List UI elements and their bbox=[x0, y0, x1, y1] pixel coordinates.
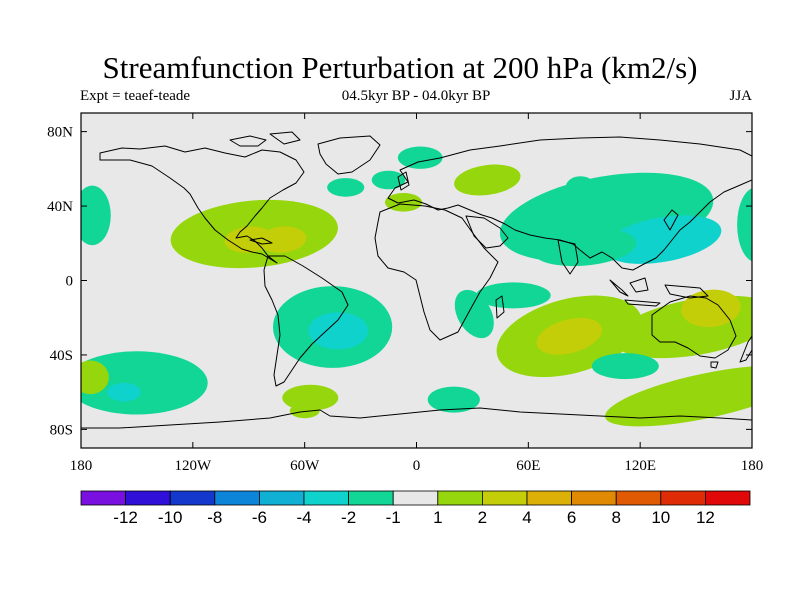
colorbar-label: 1 bbox=[433, 508, 442, 527]
colorbar-label: -4 bbox=[296, 508, 311, 527]
colorbar-label: 6 bbox=[567, 508, 576, 527]
colorbar-label: -2 bbox=[341, 508, 356, 527]
x-tick-label: 60E bbox=[516, 458, 540, 474]
anomaly-field bbox=[81, 146, 752, 427]
anomaly-region-21 bbox=[605, 365, 752, 427]
colorbar-label: 2 bbox=[478, 508, 487, 527]
anomaly-region-28 bbox=[565, 176, 596, 199]
colorbar-swatch-9 bbox=[481, 490, 528, 506]
anomaly-region-4 bbox=[81, 185, 111, 246]
anomaly-region-15 bbox=[476, 282, 551, 309]
anomaly-region-1 bbox=[603, 215, 722, 264]
colorbar-label: 4 bbox=[522, 508, 531, 527]
left-subtitle: Expt = teaef-teade bbox=[80, 88, 191, 104]
anomaly-region-26 bbox=[427, 386, 480, 413]
anomaly-region-17 bbox=[536, 317, 602, 355]
center-subtitle: 04.5kyr BP - 04.0kyr BP bbox=[341, 88, 491, 104]
right-subtitle: JJA bbox=[729, 88, 752, 104]
x-tick-label: 60W bbox=[290, 458, 320, 474]
anomaly-region-27 bbox=[327, 178, 365, 197]
x-tick-label: 0 bbox=[413, 458, 421, 474]
x-tick-label: 180 bbox=[70, 458, 93, 474]
colorbar-label: -10 bbox=[158, 508, 183, 527]
colorbar-swatch-8 bbox=[437, 490, 483, 506]
colorbar-swatch-1 bbox=[125, 490, 171, 506]
y-tick-label: 80N bbox=[47, 125, 73, 141]
colorbar: -12 -10 -8 -6 -4 -2 -1 1 2 4 6 8 10 12 bbox=[80, 490, 751, 527]
coastlines bbox=[81, 131, 752, 429]
anomaly-region-7 bbox=[258, 226, 307, 253]
colorbar-swatch-2 bbox=[169, 490, 216, 506]
colorbar-swatch-10 bbox=[526, 490, 572, 506]
anomaly-region-29 bbox=[289, 403, 320, 419]
colorbar-label: 12 bbox=[696, 508, 715, 527]
anomaly-region-19 bbox=[681, 289, 741, 328]
y-tick-label: 40N bbox=[47, 199, 73, 215]
colorbar-swatch-12 bbox=[615, 490, 662, 506]
colorbar-swatch-7 bbox=[392, 490, 439, 506]
chart-title: Streamfunction Perturbation at 200 hPa (… bbox=[102, 50, 698, 85]
anomaly-region-10 bbox=[397, 146, 443, 169]
anomaly-region-25 bbox=[282, 384, 339, 411]
anomaly-region-20 bbox=[591, 353, 659, 380]
colorbar-swatch-4 bbox=[258, 490, 305, 506]
colorbar-label: -8 bbox=[207, 508, 222, 527]
x-tick-label: 120E bbox=[624, 458, 656, 474]
colorbar-swatch-14 bbox=[705, 490, 751, 506]
anomaly-region-9 bbox=[308, 312, 369, 350]
x-tick-label: 180 bbox=[741, 458, 764, 474]
colorbar-swatch-5 bbox=[303, 490, 349, 506]
anomaly-region-23 bbox=[107, 382, 141, 402]
x-axis: 180 120W 60W 0 60E 120E 180 bbox=[70, 113, 764, 474]
y-axis: 80N 40N 0 40S 80S bbox=[47, 125, 752, 438]
colorbar-swatch-11 bbox=[571, 490, 617, 506]
anomaly-region-3 bbox=[737, 188, 752, 262]
colorbar-label: -1 bbox=[386, 508, 401, 527]
anomaly-region-24 bbox=[81, 360, 109, 395]
anomaly-region-12 bbox=[371, 170, 406, 190]
colorbar-swatch-13 bbox=[660, 490, 706, 506]
y-tick-label: 0 bbox=[66, 274, 74, 290]
anomaly-region-11 bbox=[454, 164, 521, 196]
y-tick-label: 40S bbox=[50, 348, 73, 364]
colorbar-swatch-0 bbox=[80, 490, 126, 506]
colorbar-label: 8 bbox=[611, 508, 620, 527]
colorbar-swatch-3 bbox=[214, 490, 260, 506]
colorbar-swatch-6 bbox=[348, 490, 394, 506]
x-tick-label: 120W bbox=[174, 458, 212, 474]
colorbar-label: 10 bbox=[651, 508, 670, 527]
y-tick-label: 80S bbox=[50, 422, 73, 438]
colorbar-label: -6 bbox=[252, 508, 267, 527]
colorbar-label: -12 bbox=[113, 508, 138, 527]
